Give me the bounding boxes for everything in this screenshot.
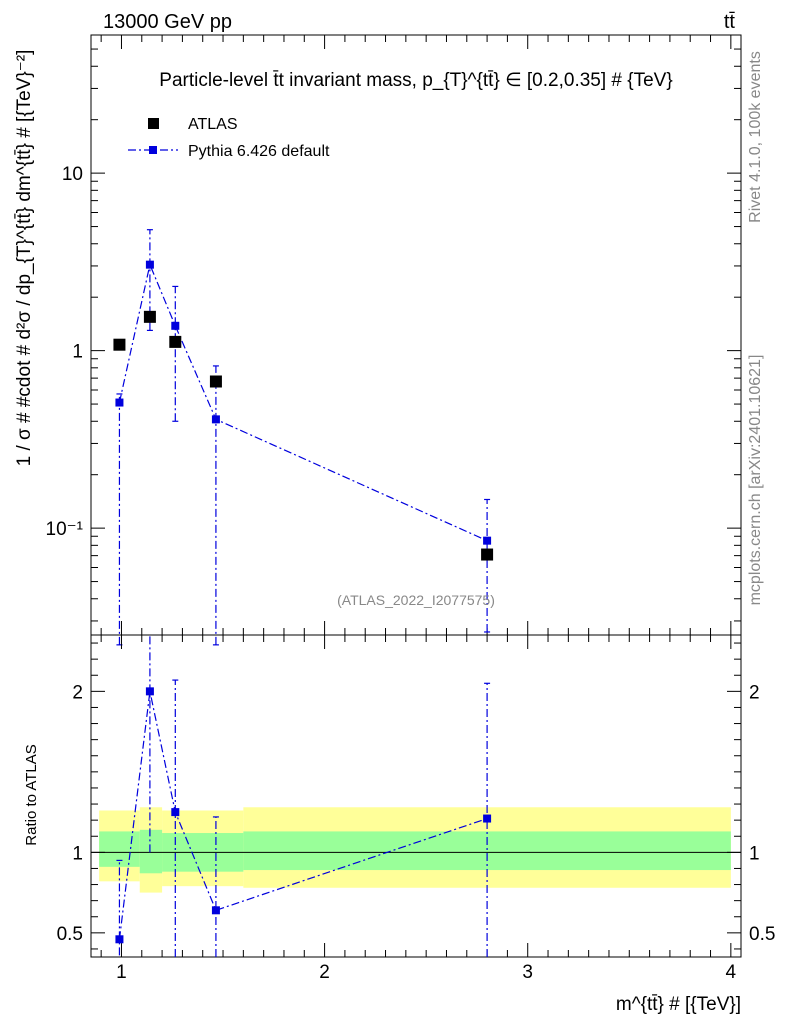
legend-marker-atlas — [148, 118, 159, 129]
energy-label: 13000 GeV pp — [103, 11, 232, 33]
mc-data-point — [145, 260, 154, 269]
atlas-data-point — [481, 548, 494, 561]
main-plot-frame — [90, 34, 742, 636]
mcplots-label: mcplots.cern.ch [arXiv:2401.10621] — [747, 355, 764, 606]
main-panel: 10⁻¹ 1 10 Particle-level t̄t invariant mas… — [14, 34, 742, 646]
ratio-bands — [91, 807, 741, 893]
ratio-data-point — [145, 687, 154, 696]
ratio-y-tick-label-left: 2 — [72, 682, 83, 703]
ratio-plot-frame — [90, 634, 742, 958]
ratio-y-tick-label-left: 0.5 — [57, 924, 83, 945]
y-tick-label: 10⁻¹ — [46, 519, 84, 540]
ratio-y-axis-label: Ratio to ATLAS — [23, 744, 40, 845]
ratio-data-point — [483, 814, 492, 823]
y-tick-label: 1 — [72, 342, 83, 363]
uncertainty-band-green — [139, 829, 163, 874]
ratio-data-point — [211, 906, 220, 915]
legend: ATLAS Pythia 6.426 default — [128, 116, 330, 160]
x-tick-label: 1 — [116, 962, 127, 983]
x-axis-label: m^{tt̄} # [{TeV}] — [616, 994, 741, 1015]
legend-label-atlas: ATLAS — [188, 116, 238, 133]
rivet-label: Rivet 4.1.0, 100k events — [747, 51, 764, 223]
atlas-data-point — [143, 310, 156, 323]
process-label: tt̄ — [724, 11, 736, 33]
main-y-axis-label: 1 / σ # #cdot # d²σ / dp_{T}^{tt̄} dm^{t… — [14, 50, 35, 467]
x-tick-label: 3 — [522, 962, 533, 983]
atlas-data-point — [209, 375, 222, 388]
uncertainty-band-green — [99, 831, 140, 867]
main-series-layer — [113, 229, 494, 646]
mc-data-point — [211, 415, 220, 424]
mc-data-point — [171, 321, 180, 330]
ratio-panel: 0.5 0.5 1 1 2 2 1 2 3 4 Ratio to ATLAS m^{tt̄} # … — [23, 634, 775, 1015]
ratio-y-tick-label-left: 1 — [72, 843, 83, 864]
ratio-data-point — [171, 808, 180, 817]
x-tick-label: 4 — [726, 962, 737, 983]
main-axis-ticks: 10⁻¹ 1 10 — [46, 34, 741, 635]
mc-data-point — [483, 536, 492, 545]
atlas-data-point — [113, 338, 126, 351]
ratio-data-point — [115, 935, 124, 944]
ratio-axis-ticks: 0.5 0.5 1 1 2 2 1 2 3 4 — [57, 635, 775, 983]
mc-data-point — [115, 398, 124, 407]
legend-marker-pythia — [149, 146, 157, 154]
watermark-label: (ATLAS_2022_I2077575) — [337, 592, 495, 608]
y-tick-label: 10 — [62, 164, 83, 185]
ratio-y-tick-label-right: 0.5 — [749, 924, 775, 945]
ratio-y-tick-label-right: 2 — [749, 682, 760, 703]
atlas-data-point — [169, 335, 182, 348]
ratio-series-layer — [115, 635, 492, 957]
legend-label-pythia: Pythia 6.426 default — [188, 143, 330, 160]
x-tick-label: 2 — [319, 962, 330, 983]
ratio-y-tick-label-right: 1 — [749, 843, 760, 864]
chart-title: Particle-level t̄t invariant mass, p_{T}… — [159, 70, 672, 91]
